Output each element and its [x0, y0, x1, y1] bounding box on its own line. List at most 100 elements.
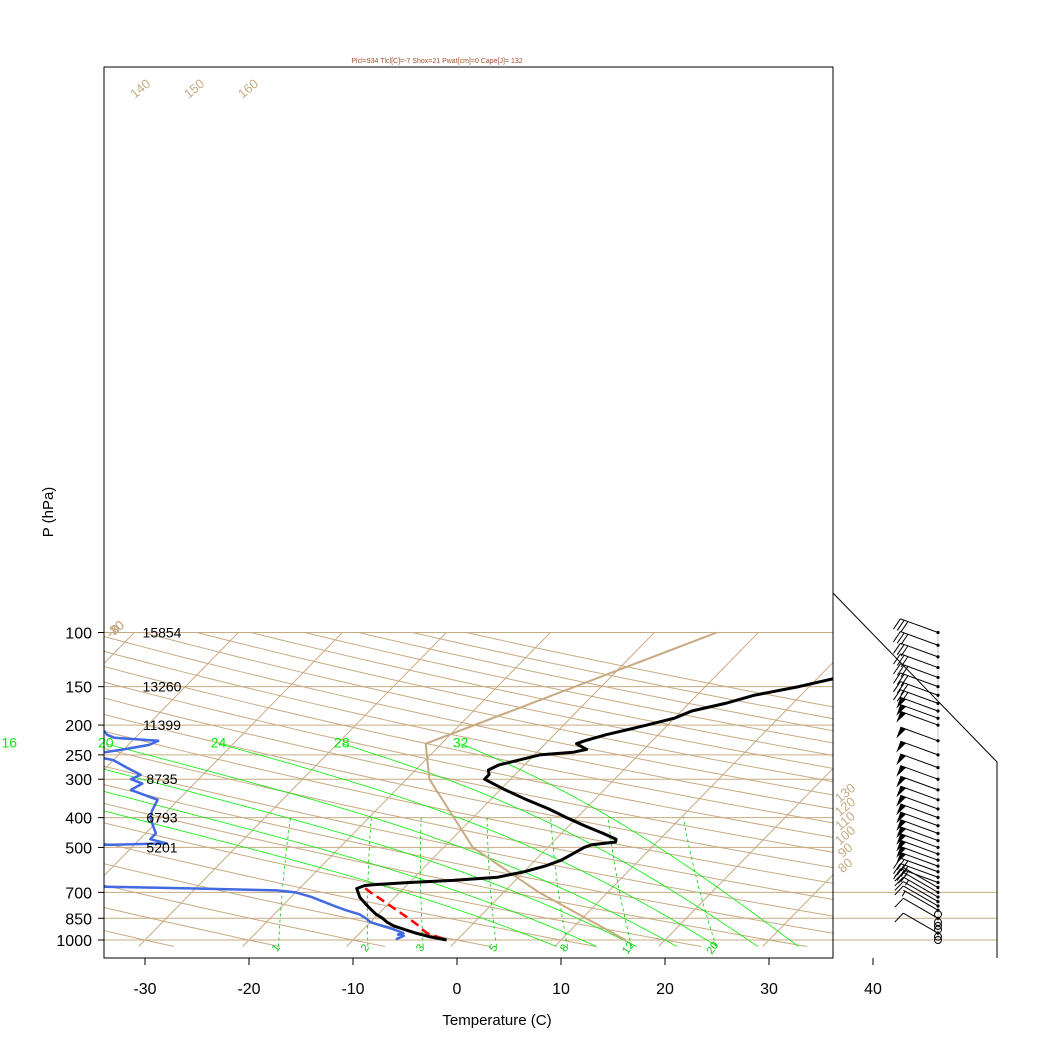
- isotherm-line: [762, 873, 833, 947]
- wind-barb-shaft: [900, 775, 939, 791]
- wind-barb-full: [894, 885, 904, 896]
- moist-adiabat-label: 24: [211, 735, 227, 751]
- mixing-ratio-line: [550, 817, 568, 947]
- wind-barb-shaft: [903, 876, 939, 898]
- dry-adiabat-line: [143, 632, 833, 783]
- wind-barb-shaft: [903, 885, 939, 907]
- wind-barb-shaft: [900, 681, 939, 696]
- series-line-1: [104, 730, 406, 941]
- dry-adiabat-line: [358, 632, 833, 732]
- wind-barb-full: [900, 656, 909, 668]
- x-tick-label: 30: [760, 981, 778, 998]
- moist-adiabat-line: [104, 768, 637, 947]
- chart-title: Plcl=934 Tlcl[C]=-7 Shox=21 Pwat[cm]=0 C…: [351, 58, 522, 65]
- wind-barb-flag: [896, 741, 907, 753]
- height-label: 13260: [143, 679, 182, 695]
- wind-barb-full: [896, 859, 905, 870]
- dry-adiabat-line: [104, 697, 833, 853]
- wind-barb-full: [900, 675, 909, 687]
- wind-barb-full: [894, 897, 904, 908]
- isotherm-line: [104, 632, 343, 877]
- mixing-ratio-label: 2: [359, 942, 372, 954]
- dry-adiabat-line: [412, 632, 833, 720]
- wind-barb-full: [900, 645, 909, 657]
- y-tick-label: 100: [65, 626, 92, 643]
- dry-adiabat-label: 150: [181, 76, 207, 101]
- y-tick-label: 500: [65, 840, 92, 857]
- wind-barb-full: [900, 666, 909, 678]
- dry-adiabat-line: [104, 665, 833, 824]
- wind-barb-full: [900, 866, 909, 877]
- wind-barb-flag: [896, 840, 907, 852]
- mixing-ratio-lines: [278, 817, 717, 947]
- wind-barb-flag: [896, 819, 907, 831]
- dry-adiabat-line: [104, 884, 386, 947]
- wind-barb-shaft: [900, 696, 939, 712]
- wind-barb-flag: [896, 826, 907, 839]
- dry-adiabat-line: [304, 632, 833, 744]
- background-line-labels: 8121620242832123581220-30-20-10080901001…: [2, 76, 859, 957]
- wind-barbs: [893, 618, 942, 944]
- wind-barb-half: [905, 879, 909, 886]
- moist-adiabat-line: [104, 810, 557, 947]
- wind-barb-flag: [896, 697, 907, 709]
- wind-barb-full: [893, 653, 901, 665]
- height-label: 11399: [143, 717, 181, 733]
- wind-barb-shaft: [900, 704, 939, 719]
- wind-barb-full: [900, 692, 909, 703]
- mixing-ratio-label: 1: [270, 942, 283, 954]
- mixing-ratio-line: [607, 817, 633, 947]
- wind-barb-shaft: [900, 785, 939, 801]
- wind-barb-shaft: [900, 794, 939, 810]
- mixing-ratio-line: [682, 817, 717, 947]
- wind-barb-flag: [896, 704, 907, 716]
- wind-barb-shaft: [900, 863, 939, 878]
- moist-adiabat-label: 16: [2, 735, 18, 751]
- y-tick-label: 850: [65, 911, 92, 928]
- wind-barb-full: [894, 876, 904, 887]
- dry-adiabat-line: [104, 713, 833, 869]
- wind-barb-full: [896, 619, 905, 631]
- x-tick-label: 40: [864, 981, 882, 998]
- wind-barb-shaft: [900, 826, 939, 842]
- wind-barb-shaft: [903, 912, 939, 934]
- x-tick-label: 10: [552, 981, 570, 998]
- wind-barb-shaft: [900, 839, 939, 855]
- dry-adiabat-line: [104, 907, 280, 947]
- y-tick-label: 700: [65, 885, 92, 902]
- wind-barb-shaft: [900, 631, 939, 646]
- dry-adiabat-label: 140: [127, 76, 153, 101]
- isotherm-line: [242, 632, 551, 947]
- wind-barb-shaft: [903, 889, 939, 911]
- height-label: 15854: [143, 625, 182, 641]
- x-tick-label: -30: [133, 981, 156, 998]
- wind-barb-flag: [896, 711, 907, 723]
- wind-barb-full: [893, 689, 901, 701]
- height-label: 5201: [146, 839, 177, 855]
- wind-barb-shaft: [900, 710, 939, 726]
- wind-barb-shaft: [900, 672, 939, 688]
- wind-barb-shaft: [900, 653, 939, 669]
- y-tick-label: 1000: [56, 933, 92, 950]
- wind-barb-full: [896, 664, 905, 676]
- moist-adiabat-label: 20: [98, 735, 114, 751]
- wind-barb-full: [900, 684, 909, 695]
- x-tick-label: -20: [237, 981, 260, 998]
- wind-barb-shaft: [900, 868, 939, 883]
- mixing-ratio-label: 8: [558, 942, 571, 954]
- x-axis-label: Temperature (C): [442, 1012, 551, 1029]
- wind-barb-shaft: [900, 819, 939, 834]
- sounding-series: [104, 631, 833, 942]
- wind-barb-shaft: [903, 881, 939, 903]
- wind-barb-full: [896, 869, 905, 881]
- mixing-ratio-label: 20: [705, 940, 722, 957]
- wind-barb-full: [896, 674, 905, 685]
- wind-barb-full: [900, 621, 909, 633]
- wind-barb-shaft: [900, 857, 939, 873]
- dry-adiabat-line: [104, 822, 702, 947]
- wind-barb-full: [896, 864, 905, 876]
- wind-barb-shaft: [900, 765, 939, 780]
- x-tick-label: -10: [341, 981, 364, 998]
- y-tick-label: 150: [65, 680, 92, 697]
